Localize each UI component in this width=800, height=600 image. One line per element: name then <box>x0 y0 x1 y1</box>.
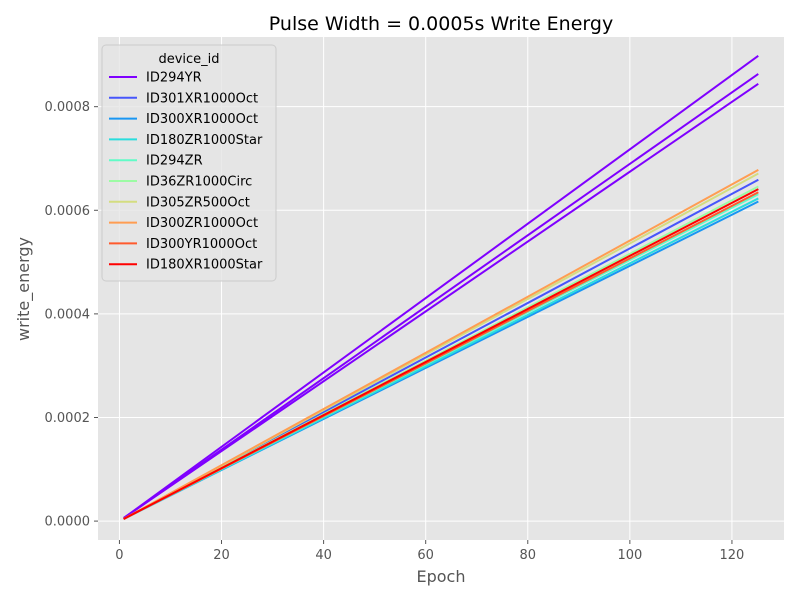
x-tick-label: 0 <box>115 548 123 563</box>
legend-entries: ID294YR ID301XR1000Oct ID300XR1000Oct ID180… <box>109 71 263 273</box>
series-lines <box>123 55 759 520</box>
x-axis-label: Epoch <box>417 567 466 586</box>
series-line-id294yr <box>123 55 759 519</box>
legend-entry-label: ID301XR1000Oct <box>146 91 258 106</box>
grid <box>98 37 784 540</box>
legend-entry-label: ID305ZR500Oct <box>146 195 250 210</box>
legend-entry-label: ID180XR1000Star <box>146 258 263 273</box>
y-tick-label: 0.0000 <box>45 515 91 530</box>
x-tick-label: 20 <box>213 548 230 563</box>
y-axis-label: write_energy <box>14 237 34 341</box>
x-tick-label: 80 <box>519 548 536 563</box>
x-tick-label: 100 <box>617 548 642 563</box>
chart-title: Pulse Width = 0.0005s Write Energy <box>269 13 613 35</box>
y-tick-label: 0.0004 <box>45 307 91 322</box>
legend-box <box>101 44 277 282</box>
y-tick-label: 0.0006 <box>45 204 91 219</box>
y-tick-label: 0.0008 <box>45 100 91 115</box>
legend-title: device_id <box>158 52 219 67</box>
series-line-id300zr1000oct <box>123 169 759 520</box>
x-tick-label: 60 <box>417 548 434 563</box>
legend-entry-label: ID294ZR <box>146 154 203 169</box>
legend-entry-label: ID294YR <box>146 71 202 86</box>
series-line-id294yr <box>123 73 759 519</box>
legend-entry-label: ID300ZR1000Oct <box>146 216 258 231</box>
x-tick-label: 40 <box>315 548 332 563</box>
legend: device_id ID294YR ID301XR1000Oct ID300XR10… <box>101 44 277 282</box>
y-tick-label: 0.0002 <box>45 411 91 426</box>
series-line-id294yr <box>123 83 759 519</box>
legend-entry-label: ID36ZR1000Circ <box>146 175 252 190</box>
x-axis-ticks: 0 20 40 60 80 100 120 <box>115 540 744 563</box>
legend-entry-label: ID180ZR1000Star <box>146 133 263 148</box>
y-axis-ticks: 0.0000 0.0002 0.0004 0.0006 0.0008 <box>45 100 98 530</box>
series-line-id180xr1000star <box>123 188 759 520</box>
legend-entry-label: ID300YR1000Oct <box>146 237 257 252</box>
legend-entry-label: ID300XR1000Oct <box>146 112 258 127</box>
x-tick-label: 120 <box>720 548 745 563</box>
